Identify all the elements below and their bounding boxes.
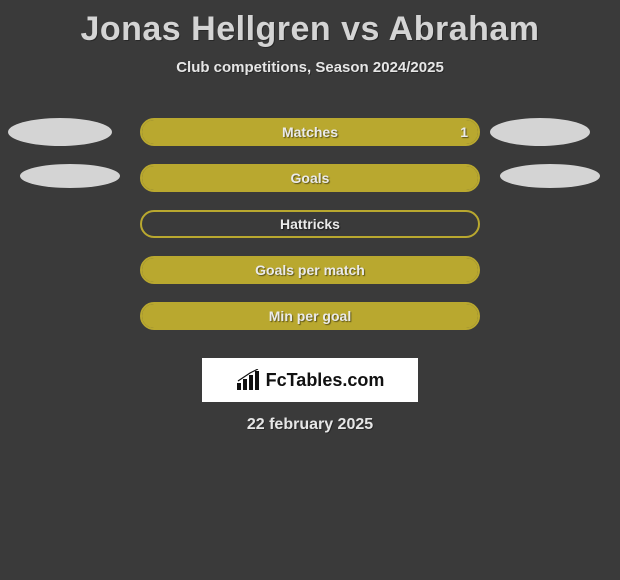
stat-row: Goals bbox=[0, 164, 620, 210]
bar-label: Hattricks bbox=[280, 216, 340, 232]
stat-row: Goals per match bbox=[0, 256, 620, 302]
ellipse-right bbox=[490, 118, 590, 146]
stat-row: Min per goal bbox=[0, 302, 620, 348]
stats-rows: Matches 1 Goals Hattricks Goals per match Min… bbox=[0, 118, 620, 348]
ellipse-left bbox=[8, 118, 112, 146]
ellipse-left bbox=[20, 164, 120, 188]
chart-icon bbox=[236, 369, 262, 391]
stat-bar: Hattricks bbox=[140, 210, 480, 238]
bar-label: Matches bbox=[282, 124, 338, 140]
bar-label: Goals bbox=[291, 170, 330, 186]
subtitle: Club competitions, Season 2024/2025 bbox=[0, 59, 620, 76]
stat-bar: Goals bbox=[140, 164, 480, 192]
stat-row: Matches 1 bbox=[0, 118, 620, 164]
stat-bar: Matches 1 bbox=[140, 118, 480, 146]
page-title: Jonas Hellgren vs Abraham bbox=[0, 0, 620, 49]
bar-label: Min per goal bbox=[269, 308, 351, 324]
logo-box: FcTables.com bbox=[202, 358, 418, 402]
stat-row: Hattricks bbox=[0, 210, 620, 256]
bar-value-right: 1 bbox=[460, 124, 468, 140]
logo-text: FcTables.com bbox=[266, 370, 385, 391]
logo: FcTables.com bbox=[236, 369, 385, 391]
ellipse-right bbox=[500, 164, 600, 188]
stat-bar: Min per goal bbox=[140, 302, 480, 330]
date-text: 22 february 2025 bbox=[0, 416, 620, 434]
bar-label: Goals per match bbox=[255, 262, 365, 278]
stat-bar: Goals per match bbox=[140, 256, 480, 284]
